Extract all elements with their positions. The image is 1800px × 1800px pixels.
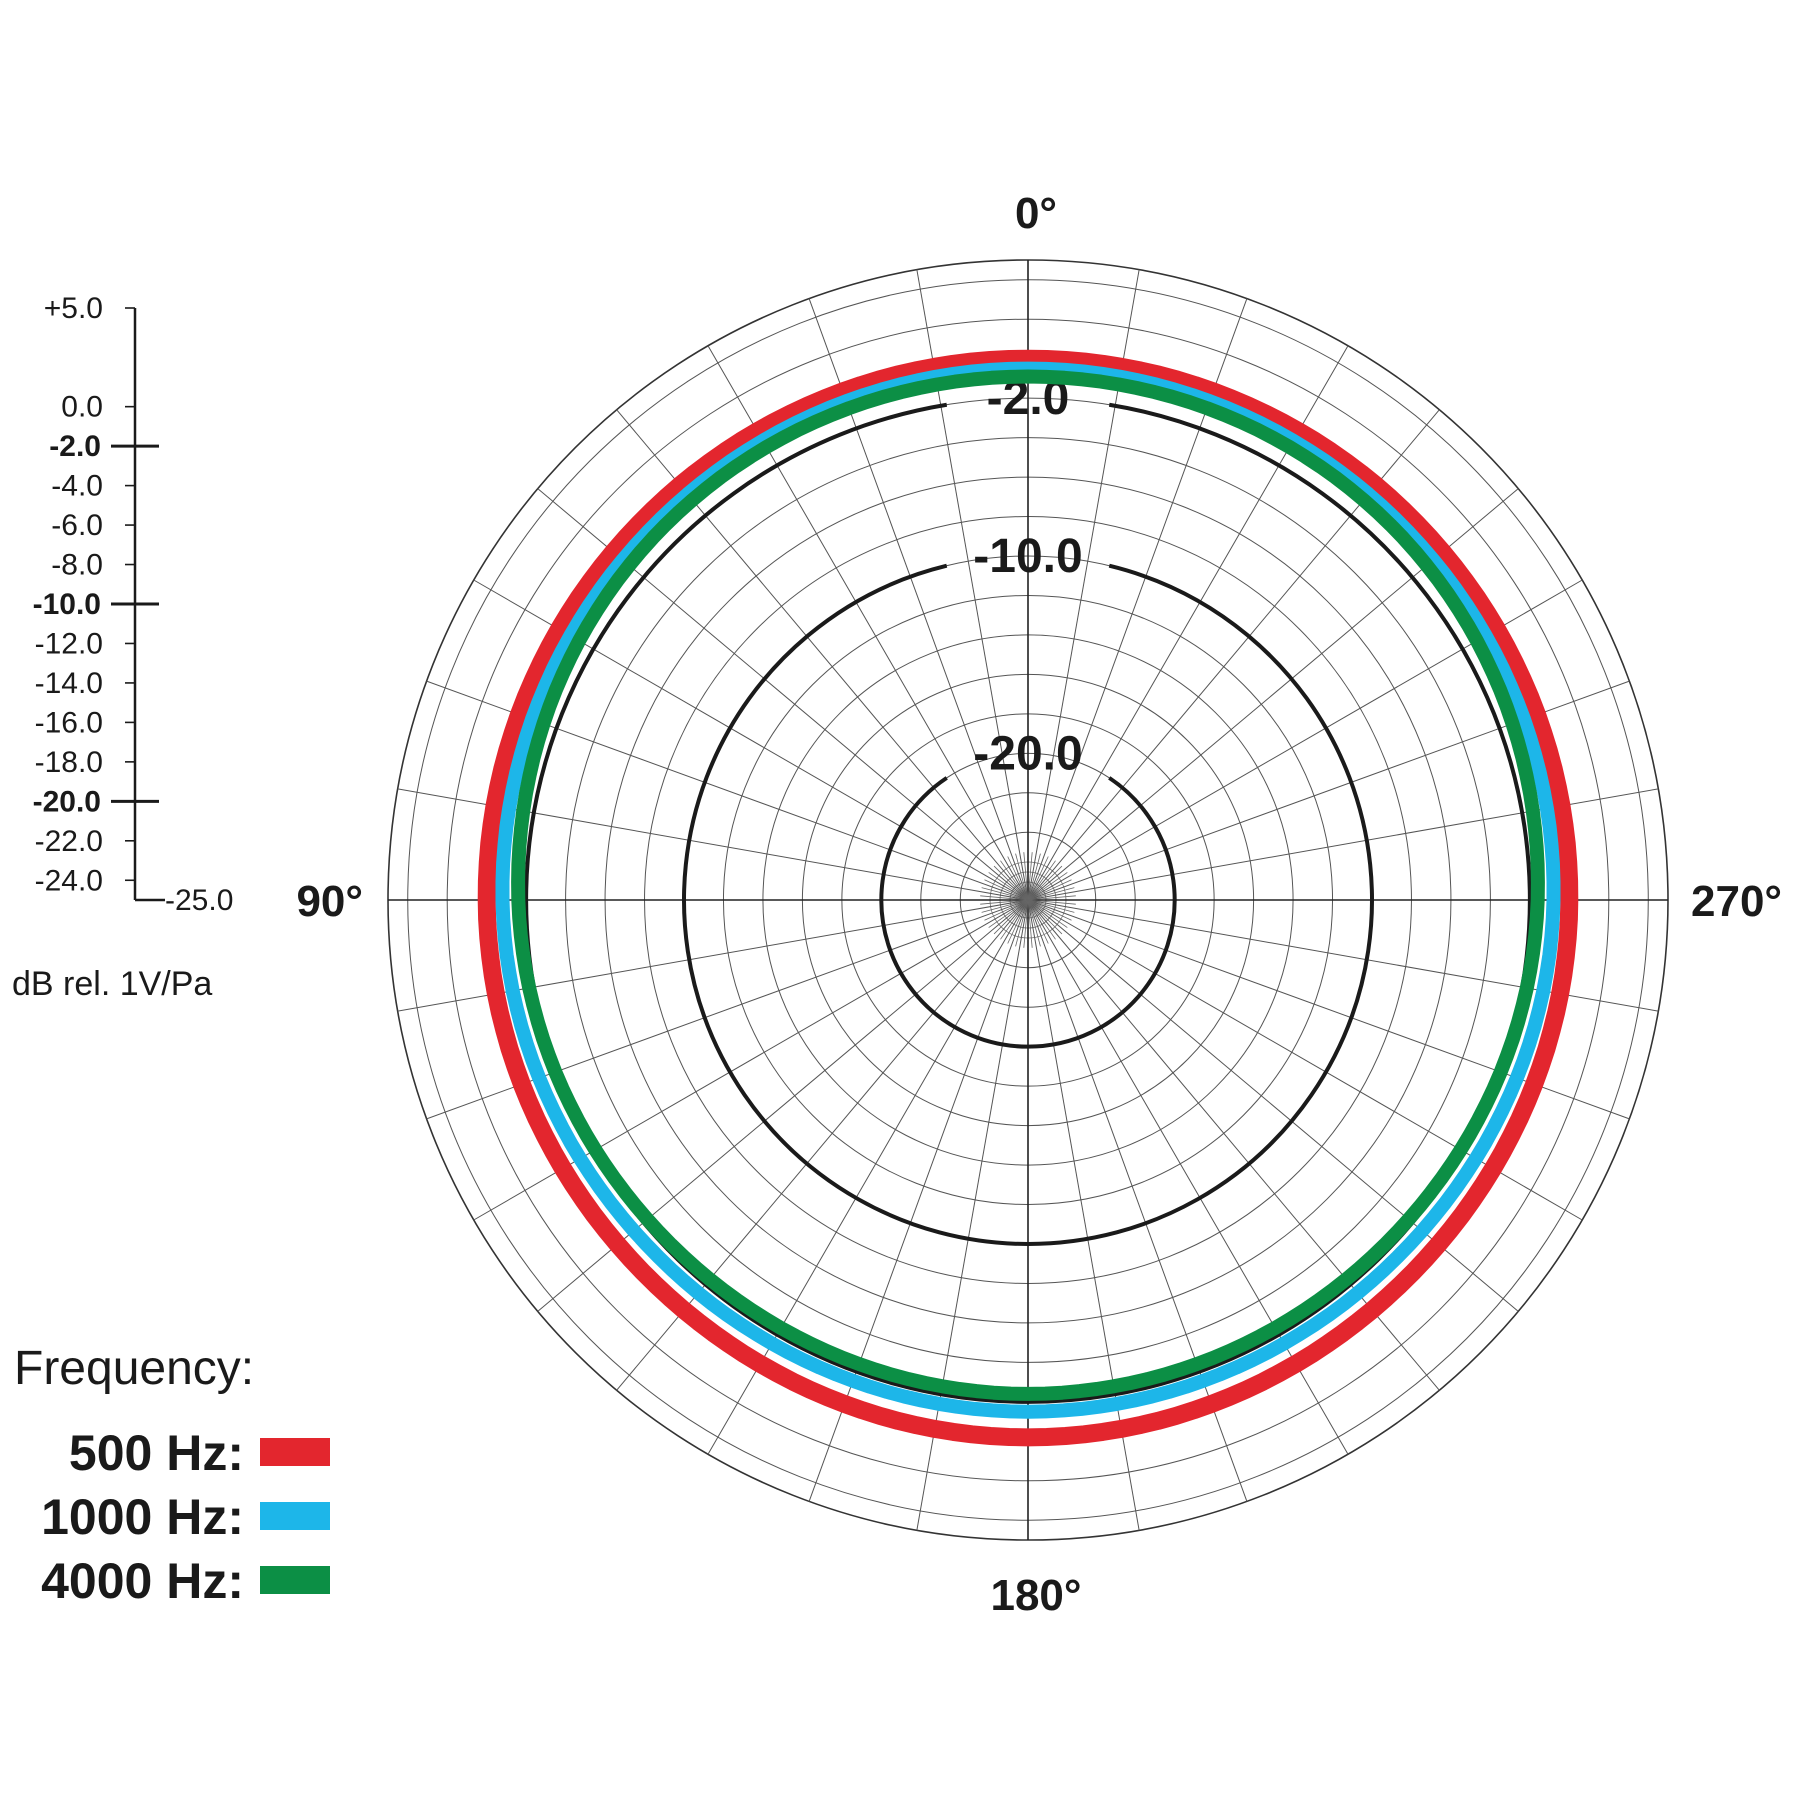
angle-label: 180° [990, 1571, 1081, 1620]
grid-spoke-inner [1000, 899, 1029, 940]
grid-spoke-inner [1027, 899, 1072, 921]
scale-tick-label: -18.0 [35, 746, 103, 779]
grid-spoke-inner [988, 872, 1029, 901]
grid-spoke-inner [1027, 899, 1049, 944]
legend-swatch [260, 1566, 330, 1594]
legend-label: 500 Hz: [69, 1425, 244, 1481]
scale-tick-label: -25.0 [165, 884, 233, 917]
legend-label: 1000 Hz: [41, 1489, 244, 1545]
angle-label: 0° [1015, 189, 1057, 238]
legend-swatch [260, 1502, 330, 1530]
db-scale: +5.0 0.0 -2.0 -4.0 -6.0 -8.0 -10.0 -12.0 -14.0 -1… [33, 292, 234, 917]
grid-spoke-inner [993, 899, 1029, 935]
grid-spoke-inner [980, 899, 1029, 905]
grid-spoke-inner [988, 899, 1029, 928]
grid-spoke-inner [1015, 853, 1029, 901]
scale-tick-label: -8.0 [51, 549, 103, 582]
grid-spoke-inner [993, 865, 1029, 901]
scale-tick-label: -4.0 [51, 470, 103, 503]
grid-spoke-inner [1027, 899, 1063, 935]
ring-label: -20.0 [973, 727, 1082, 780]
legend-swatch [260, 1438, 330, 1466]
grid-spoke-inner [1027, 856, 1049, 901]
highlight-rings: -2.0-10.0-20.0 [524, 372, 1532, 1404]
grid-spoke-inner [1007, 856, 1029, 901]
legend-title: Frequency: [14, 1342, 254, 1395]
grid-spoke-inner [1027, 899, 1075, 913]
scale-tick-label: -2.0 [49, 430, 101, 463]
legend-label: 4000 Hz: [41, 1553, 244, 1609]
series-layer [477, 349, 1579, 1447]
grid-spoke-inner [1027, 899, 1076, 905]
series-line [495, 361, 1561, 1419]
grid-spoke-inner [1027, 872, 1068, 901]
scale-tick-label: +5.0 [44, 292, 103, 325]
ring-label: -10.0 [973, 530, 1082, 583]
series-line [477, 349, 1579, 1447]
scale-tick-label: -16.0 [35, 706, 103, 739]
grid-spoke-inner [1027, 887, 1075, 901]
grid-spoke-inner [984, 899, 1029, 921]
polar-grid [387, 259, 1669, 1541]
grid-spoke-inner [1015, 899, 1029, 947]
grid-spoke-inner [980, 895, 1029, 901]
scale-tick-label: -20.0 [33, 785, 101, 818]
scale-tick-label: 0.0 [61, 391, 103, 424]
grid-spoke-inner [1027, 899, 1041, 947]
scale-tick-label: -10.0 [33, 588, 101, 621]
angle-label: 90° [296, 877, 363, 926]
scale-tick-label: -6.0 [51, 509, 103, 542]
highlight-ring [524, 402, 1532, 1404]
grid-spoke-inner [1027, 860, 1056, 901]
grid-spoke-inner [1027, 895, 1076, 901]
legend: Frequency: 500 Hz: 1000 Hz: 4000 Hz: [14, 1342, 330, 1609]
scale-tick-label: -24.0 [35, 864, 103, 897]
grid-spoke-inner [1027, 879, 1072, 901]
grid-spoke-inner [984, 879, 1029, 901]
highlight-ring [879, 776, 1177, 1049]
grid-spoke-inner [1023, 899, 1029, 948]
grid-spoke-inner [1027, 852, 1033, 901]
scale-tick-label: -14.0 [35, 667, 103, 700]
series-line [511, 369, 1545, 1401]
grid-spoke-inner [1023, 852, 1029, 901]
angle-labels: 0° 90° 180° 270° [296, 189, 1782, 1620]
angle-label: 270° [1691, 877, 1782, 926]
scale-unit-label: dB rel. 1V/Pa [12, 965, 212, 1003]
grid-spoke-inner [1007, 899, 1029, 944]
grid-spoke-inner [1027, 899, 1033, 948]
grid-spoke-inner [1027, 899, 1056, 940]
grid-spoke-inner [981, 899, 1029, 913]
scale-tick-label: -22.0 [35, 825, 103, 858]
highlight-ring [682, 563, 1374, 1246]
grid-spoke-inner [1027, 865, 1063, 901]
grid-spoke-inner [1000, 860, 1029, 901]
grid-spoke-inner [981, 887, 1029, 901]
grid-spoke-inner [1027, 899, 1068, 928]
scale-tick-label: -12.0 [35, 627, 103, 660]
grid-spoke-inner [1027, 853, 1041, 901]
